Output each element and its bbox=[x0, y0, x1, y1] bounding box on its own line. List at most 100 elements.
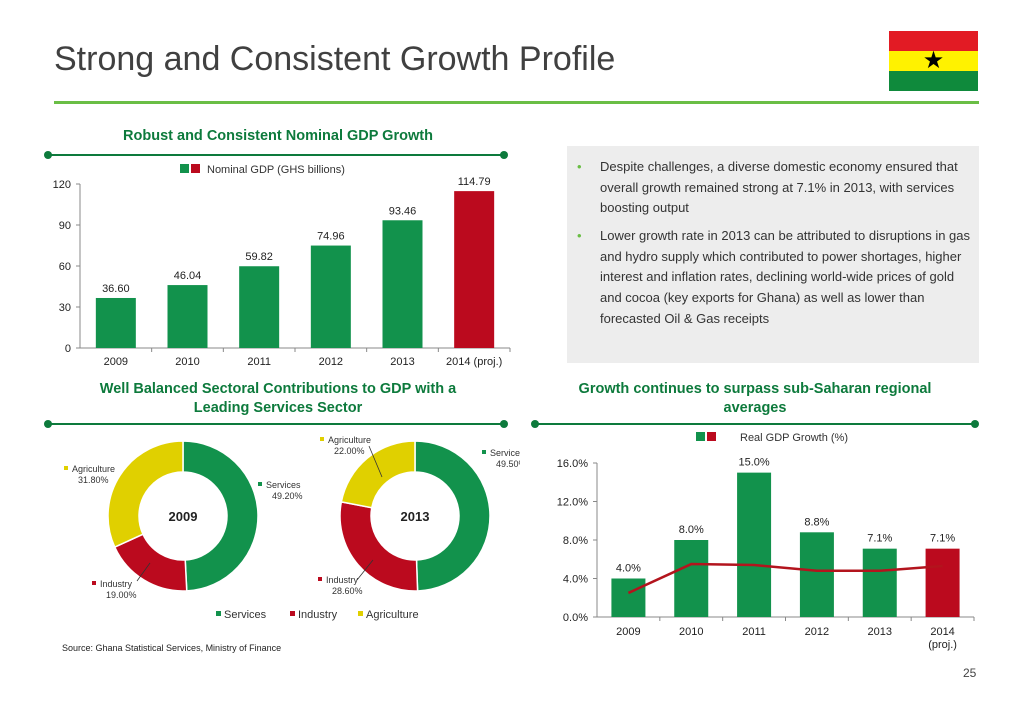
data-label: 36.60 bbox=[102, 283, 130, 295]
bar bbox=[382, 220, 423, 348]
divider-dot bbox=[500, 151, 508, 159]
x-tick-label: 2009 bbox=[104, 356, 128, 368]
donut-center-label: 2009 bbox=[169, 509, 198, 524]
data-label: 4.0% bbox=[616, 563, 641, 575]
bar bbox=[737, 472, 772, 617]
bar bbox=[799, 532, 834, 617]
slice-label-marker bbox=[318, 577, 322, 581]
y-tick-label: 0.0% bbox=[563, 612, 588, 624]
source-note: Source: Ghana Statistical Services, Mini… bbox=[62, 643, 282, 653]
real-gdp-growth-chart: 0.0% 4.0% 8.0% 12.0% 16.0% 4.0% 2009 8.0% 2010 15… bbox=[557, 432, 975, 651]
ghana-flag: ★ bbox=[889, 31, 978, 91]
slice-label: Industry bbox=[326, 575, 359, 585]
legend-label: Real GDP Growth (%) bbox=[740, 432, 848, 444]
x-tick-label: 2013 bbox=[390, 356, 414, 368]
section-title-real-growth: Growth continues to surpass sub-Saharan … bbox=[535, 380, 975, 418]
x-tick-label: 2009 bbox=[616, 626, 640, 638]
section-title-sectoral: Well Balanced Sectoral Contributions to … bbox=[48, 380, 508, 418]
data-label: 74.96 bbox=[317, 231, 345, 243]
y-tick-label: 90 bbox=[59, 220, 71, 232]
data-label: 8.8% bbox=[804, 516, 829, 528]
section-title-nominal-gdp: Robust and Consistent Nominal GDP Growth bbox=[123, 128, 433, 144]
regional-average-line bbox=[627, 562, 943, 595]
bar bbox=[862, 548, 897, 617]
bar bbox=[310, 245, 351, 348]
data-label: 7.1% bbox=[867, 533, 892, 545]
star-icon: ★ bbox=[922, 47, 945, 74]
y-tick-label: 16.0% bbox=[557, 458, 588, 470]
nominal-gdp-chart: 0 30 60 90 120 36.60 2009 46.04 2010 59.82 2011 74.… bbox=[53, 164, 511, 368]
flag-stripe-yellow bbox=[889, 51, 978, 71]
page-number: 25 bbox=[963, 666, 977, 680]
y-tick-label: 60 bbox=[59, 261, 71, 273]
donut-center-label: 2013 bbox=[401, 509, 430, 524]
bar bbox=[95, 297, 136, 348]
bar bbox=[611, 578, 646, 617]
slice-label-marker bbox=[92, 581, 96, 585]
y-tick-label: 0 bbox=[65, 343, 71, 355]
x-tick-label: 2010 bbox=[175, 356, 199, 368]
section-title-line: Growth continues to surpass sub-Saharan … bbox=[578, 381, 932, 397]
bar bbox=[454, 191, 495, 348]
data-label: 7.1% bbox=[930, 533, 955, 545]
data-label: 114.79 bbox=[458, 176, 491, 188]
slice-label-marker bbox=[320, 437, 324, 441]
divider-dot bbox=[500, 420, 508, 428]
section-title-line: averages bbox=[723, 400, 787, 416]
data-label: 46.04 bbox=[174, 270, 202, 282]
x-tick-label: 2014 (proj.) bbox=[446, 356, 502, 368]
commentary-box: • Despite challenges, a diverse domestic… bbox=[567, 146, 979, 363]
section-title-line: Leading Services Sector bbox=[193, 400, 363, 416]
title-divider bbox=[54, 101, 979, 104]
slice-pct: 49.50% bbox=[496, 459, 520, 469]
x-tick-label: 2012 bbox=[805, 626, 829, 638]
data-label: 93.46 bbox=[389, 205, 417, 217]
bullet-marker: • bbox=[577, 159, 582, 174]
slice-label: Services bbox=[266, 480, 301, 490]
slice-pct: 49.20% bbox=[272, 491, 303, 501]
y-tick-label: 12.0% bbox=[557, 497, 588, 509]
y-tick-label: 4.0% bbox=[563, 574, 588, 586]
section-divider bbox=[535, 423, 975, 425]
slice-pct: 28.60% bbox=[332, 586, 363, 596]
x-tick-label: 2010 bbox=[679, 626, 703, 638]
legend-label: Services bbox=[224, 609, 267, 621]
page-title: Strong and Consistent Growth Profile bbox=[54, 40, 616, 78]
leader-line bbox=[136, 562, 151, 582]
sectoral-donut-charts: 2009Services49.20%Industry19.00%Agricult… bbox=[64, 435, 520, 621]
slice-pct: 31.80% bbox=[78, 475, 109, 485]
bullet-marker: • bbox=[577, 228, 582, 243]
legend-swatch-green bbox=[180, 164, 189, 173]
donut-slice bbox=[182, 440, 259, 592]
slice-label: Agriculture bbox=[72, 464, 115, 474]
legend-label: Nominal GDP (GHS billions) bbox=[207, 164, 345, 176]
legend-swatch bbox=[216, 611, 221, 616]
slice-pct: 22.00% bbox=[334, 446, 365, 456]
y-tick-label: 30 bbox=[59, 302, 71, 314]
x-tick-label: 2011 bbox=[247, 356, 271, 368]
x-tick-label: 2012 bbox=[319, 356, 343, 368]
bar bbox=[674, 540, 709, 617]
legend-swatch-red bbox=[707, 432, 716, 441]
slice-label: Industry bbox=[100, 579, 133, 589]
section-divider bbox=[48, 423, 507, 425]
legend-swatch-green bbox=[696, 432, 705, 441]
bar bbox=[239, 266, 280, 348]
slice-label: Agriculture bbox=[328, 435, 371, 445]
y-tick-label: 120 bbox=[53, 179, 71, 191]
slice-label: Services bbox=[490, 448, 520, 458]
bullet-text: Lower growth rate in 2013 can be attribu… bbox=[600, 228, 971, 326]
divider-dot bbox=[44, 420, 52, 428]
divider-dot bbox=[44, 151, 52, 159]
y-tick-label: 8.0% bbox=[563, 535, 588, 547]
data-label: 59.82 bbox=[245, 251, 273, 263]
section-title-line: Well Balanced Sectoral Contributions to … bbox=[99, 381, 457, 397]
divider-dot bbox=[531, 420, 539, 428]
slice-label-marker bbox=[258, 482, 262, 486]
legend-label: Industry bbox=[298, 609, 338, 621]
slice-label-marker bbox=[482, 450, 486, 454]
x-tick-label: 2014 bbox=[930, 626, 954, 638]
x-tick-label: 2011 bbox=[742, 626, 766, 638]
data-label: 15.0% bbox=[738, 457, 769, 469]
bar bbox=[925, 548, 960, 617]
